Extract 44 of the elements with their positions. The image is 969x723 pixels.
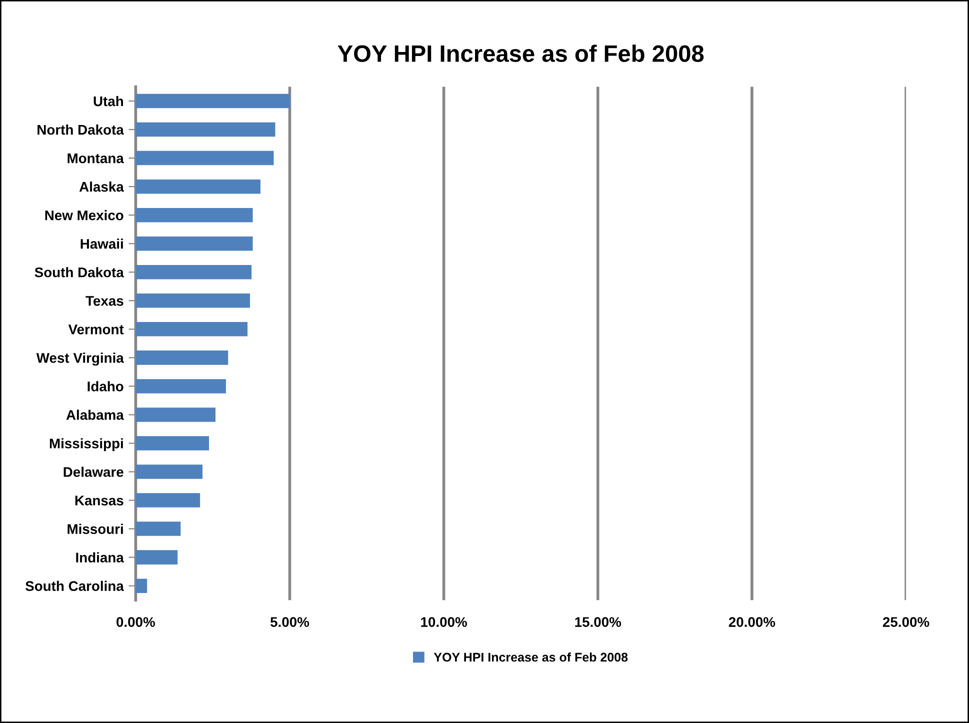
y-tick-label: Idaho: [88, 381, 124, 392]
x-tick-label: 5.00%: [270, 617, 310, 627]
y-tick-label: Delaware: [64, 466, 124, 477]
y-tick-label: Mississippi: [50, 438, 123, 452]
x-tick-label: 0.00%: [116, 617, 155, 627]
y-tick-label: Kansas: [75, 496, 124, 506]
bar: [136, 350, 228, 365]
y-tick-label: Texas: [86, 296, 124, 306]
bar: [136, 208, 253, 222]
x-tick-label: 20.00%: [728, 617, 776, 627]
y-tick-label: Utah: [94, 96, 123, 106]
y-tick-label: Alaska: [79, 182, 124, 192]
bar: [136, 464, 203, 479]
bar: [136, 322, 248, 336]
bar: [136, 408, 216, 422]
legend-label: YOY HPI Increase as of Feb 2008: [434, 652, 628, 662]
y-tick-label: New Mexico: [45, 210, 124, 220]
y-tick-label: Montana: [68, 154, 124, 164]
x-tick-label: 10.00%: [421, 617, 467, 627]
bar: [136, 294, 250, 308]
y-tick-label: Indiana: [76, 552, 124, 562]
bar: [136, 265, 252, 280]
y-tick-label: West Virginia: [36, 352, 124, 366]
x-tick-label: 15.00%: [575, 617, 622, 627]
bar: [136, 493, 200, 508]
bar: [136, 122, 276, 137]
x-tick-label: 25.00%: [882, 617, 930, 627]
bar: [136, 236, 253, 251]
bar: [136, 578, 148, 593]
y-tick-label: Hawaii: [80, 238, 123, 249]
y-tick-label: South Carolina: [25, 580, 124, 591]
bar: [136, 150, 274, 166]
bar: [136, 522, 181, 536]
y-tick-label: Vermont: [68, 324, 124, 334]
y-tick-label: Missouri: [68, 524, 123, 534]
chart-title: YOY HPI Increase as of Feb 2008: [338, 44, 704, 62]
bar: [136, 179, 260, 194]
y-tick-label: Alabama: [66, 410, 124, 420]
bar: [136, 436, 209, 450]
bar: [136, 550, 178, 564]
y-tick-label: North Dakota: [38, 124, 124, 135]
y-tick-label: South Dakota: [34, 267, 124, 278]
bar: [136, 379, 226, 394]
bar: [136, 94, 290, 108]
